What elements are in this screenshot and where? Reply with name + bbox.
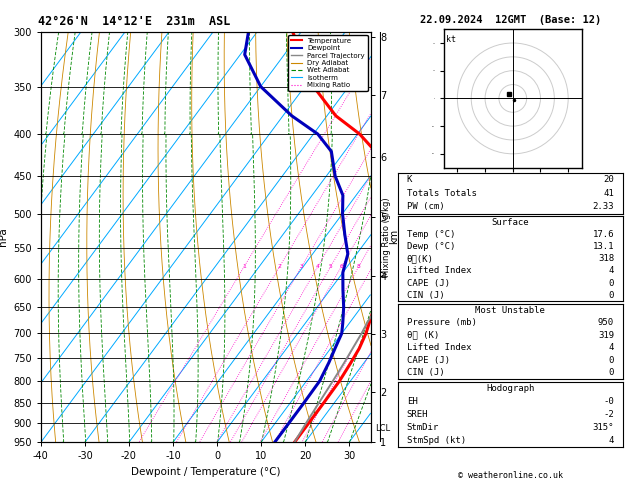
Text: 2: 2	[278, 264, 282, 269]
Text: 4: 4	[609, 343, 614, 352]
Text: 0: 0	[609, 278, 614, 288]
Text: 8: 8	[357, 264, 360, 269]
Text: Lifted Index: Lifted Index	[407, 266, 471, 276]
Text: 4: 4	[609, 436, 614, 445]
Text: kt: kt	[447, 35, 456, 44]
Text: SREH: SREH	[407, 410, 428, 419]
Text: StmDir: StmDir	[407, 423, 439, 432]
Text: 4: 4	[609, 266, 614, 276]
Text: 319: 319	[598, 330, 614, 340]
Text: CIN (J): CIN (J)	[407, 368, 445, 377]
Text: 315°: 315°	[593, 423, 614, 432]
Text: 950: 950	[598, 318, 614, 327]
Text: CIN (J): CIN (J)	[407, 291, 445, 300]
Text: Dewp (°C): Dewp (°C)	[407, 242, 455, 251]
Text: θᴇ(K): θᴇ(K)	[407, 254, 434, 263]
Text: 3: 3	[300, 264, 304, 269]
Y-axis label: hPa: hPa	[0, 227, 8, 246]
Text: LCL: LCL	[376, 424, 391, 434]
Legend: Temperature, Dewpoint, Parcel Trajectory, Dry Adiabat, Wet Adiabat, Isotherm, Mi: Temperature, Dewpoint, Parcel Trajectory…	[289, 35, 367, 91]
Text: 13.1: 13.1	[593, 242, 614, 251]
Text: 318: 318	[598, 254, 614, 263]
Text: θᴇ (K): θᴇ (K)	[407, 330, 439, 340]
Text: Lifted Index: Lifted Index	[407, 343, 471, 352]
Text: 5: 5	[329, 264, 333, 269]
Text: 22.09.2024  12GMT  (Base: 12): 22.09.2024 12GMT (Base: 12)	[420, 15, 601, 25]
Text: 1: 1	[242, 264, 246, 269]
Text: Hodograph: Hodograph	[486, 383, 535, 393]
Text: Temp (°C): Temp (°C)	[407, 230, 455, 239]
Text: Most Unstable: Most Unstable	[476, 306, 545, 314]
Text: StmSpd (kt): StmSpd (kt)	[407, 436, 466, 445]
Text: 42°26'N  14°12'E  231m  ASL: 42°26'N 14°12'E 231m ASL	[38, 15, 230, 28]
Text: 2.33: 2.33	[593, 203, 614, 211]
Text: Totals Totals: Totals Totals	[407, 189, 477, 198]
Y-axis label: km
ASL: km ASL	[389, 228, 411, 246]
Text: EH: EH	[407, 397, 418, 406]
Text: 41: 41	[603, 189, 614, 198]
X-axis label: Dewpoint / Temperature (°C): Dewpoint / Temperature (°C)	[131, 467, 281, 477]
Text: CAPE (J): CAPE (J)	[407, 278, 450, 288]
Text: 4: 4	[316, 264, 320, 269]
Text: 20: 20	[603, 175, 614, 184]
Text: K: K	[407, 175, 412, 184]
Text: Surface: Surface	[492, 218, 529, 227]
Text: 17.6: 17.6	[593, 230, 614, 239]
Text: 0: 0	[609, 368, 614, 377]
Text: 0: 0	[609, 356, 614, 365]
Text: -2: -2	[603, 410, 614, 419]
Text: -0: -0	[603, 397, 614, 406]
Text: PW (cm): PW (cm)	[407, 203, 445, 211]
Text: CAPE (J): CAPE (J)	[407, 356, 450, 365]
Text: 0: 0	[609, 291, 614, 300]
Text: © weatheronline.co.uk: © weatheronline.co.uk	[458, 471, 563, 480]
Text: 6: 6	[340, 264, 343, 269]
Text: Mixing Ratio (g/kg): Mixing Ratio (g/kg)	[382, 197, 391, 277]
Text: Pressure (mb): Pressure (mb)	[407, 318, 477, 327]
